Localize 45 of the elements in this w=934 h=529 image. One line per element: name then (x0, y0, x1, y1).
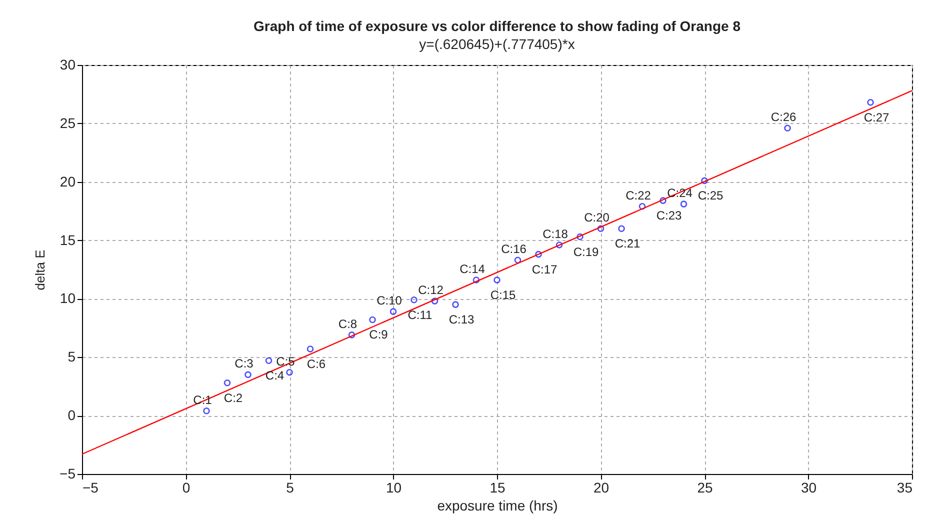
y-axis-title: delta E (32, 249, 48, 290)
annotation: C:18 (542, 226, 568, 241)
x-tick-label: 30 (800, 480, 817, 496)
y-tick-label: −5 (60, 466, 76, 482)
annotation: C:14 (460, 262, 486, 276)
annotation: C:27 (864, 110, 890, 124)
annotation: C:21 (614, 236, 640, 251)
annotation: C:8 (338, 316, 358, 331)
x-tick-label: 5 (286, 480, 294, 496)
annotation: C:10 (376, 294, 402, 308)
annotation: C:3 (234, 356, 254, 371)
x-tick-label: 10 (386, 480, 402, 496)
x-tick-label: 15 (490, 480, 506, 496)
annotation: C:6 (306, 356, 326, 371)
annotation: C:9 (369, 328, 388, 342)
annotation: C:5 (276, 354, 296, 368)
annotation: C:4 (265, 368, 284, 383)
annotation: C:11 (408, 308, 433, 322)
annotation: C:26 (770, 110, 796, 124)
y-tick-label: 5 (68, 348, 76, 365)
x-tick-label: 35 (896, 480, 913, 496)
y-tick-label: 30 (60, 56, 76, 72)
annotation: C:16 (501, 242, 527, 256)
x-tick-label: −5 (82, 480, 99, 496)
annotation: C:23 (656, 208, 682, 223)
annotation: C:12 (418, 283, 444, 298)
annotation: C:13 (448, 312, 474, 327)
annotation: C:25 (698, 188, 724, 203)
chart-title: Graph of time of exposure vs color difference to show fading of Orange 8 (254, 18, 741, 34)
annotation: C:19 (573, 244, 599, 259)
annotation: C:15 (490, 288, 516, 302)
x-tick-label: 20 (593, 480, 610, 496)
x-tick-label: 0 (182, 480, 190, 496)
annotation: C:17 (532, 262, 558, 276)
y-tick-label: 0 (68, 407, 76, 424)
chart-subtitle: y=(.620645)+(.777405)*x (419, 36, 575, 52)
annotation: C:2 (224, 390, 243, 405)
annotation: C:20 (584, 210, 610, 225)
y-tick-label: 10 (60, 290, 76, 306)
x-tick-label: 25 (697, 480, 713, 496)
y-tick-label: 20 (60, 173, 76, 190)
y-tick-label: 25 (60, 114, 76, 131)
y-tick-label: 15 (60, 232, 76, 248)
x-axis-title: exposure time (hrs) (437, 498, 558, 514)
annotation: C:22 (626, 188, 652, 202)
